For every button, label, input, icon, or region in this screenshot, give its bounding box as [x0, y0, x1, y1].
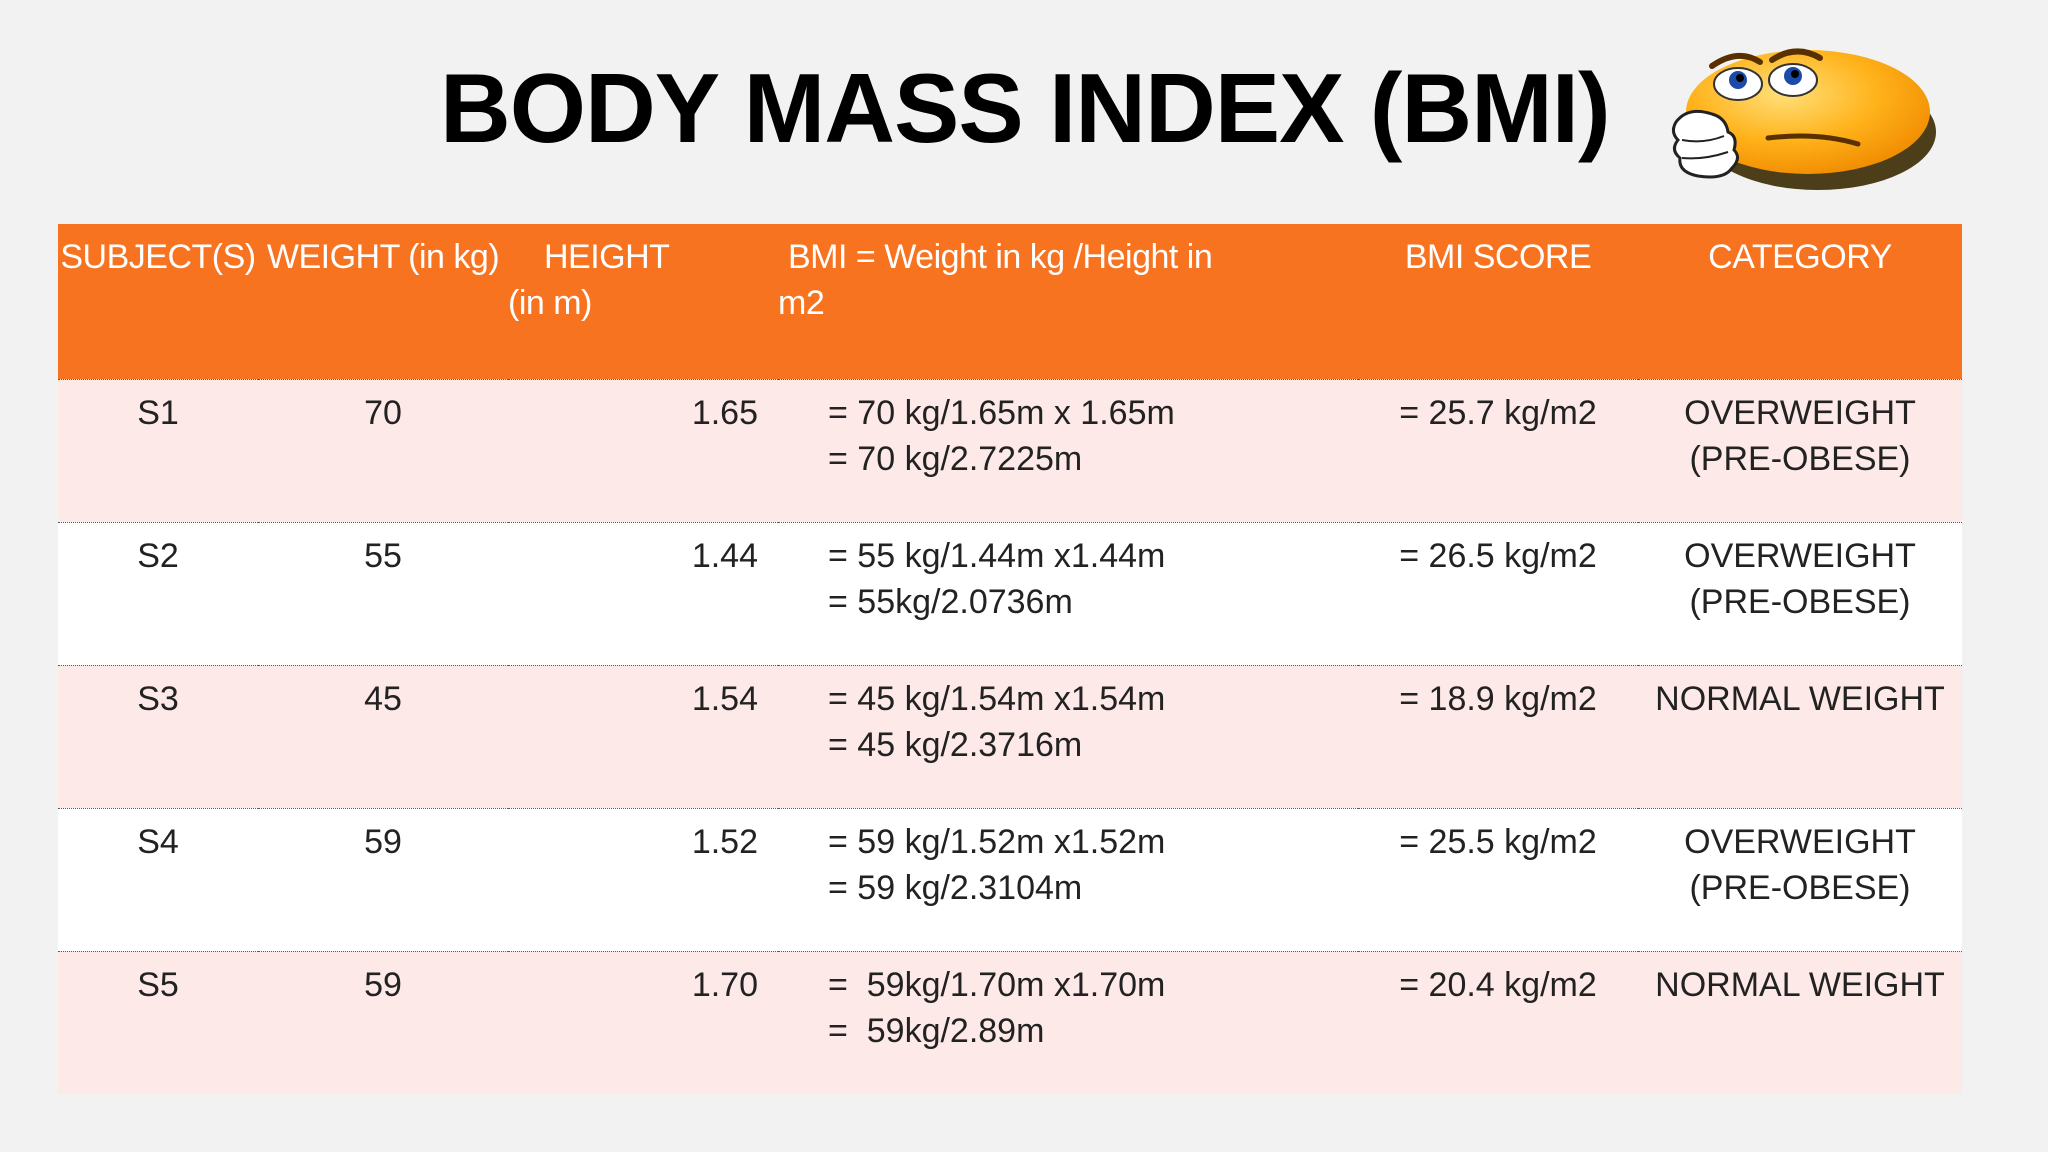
- formula-line1: = 59 kg/1.52m x1.52m: [828, 822, 1166, 861]
- cell-weight: 70: [364, 393, 402, 432]
- cell-weight: 59: [364, 822, 402, 861]
- cell-height: 1.70: [691, 965, 758, 1004]
- category-line2: (PRE-OBESE): [1689, 582, 1911, 621]
- cell-subject: S1: [137, 393, 179, 432]
- cell-category: OVERWEIGHT (PRE-OBESE): [1638, 808, 1962, 951]
- cell-height: 1.44: [691, 536, 758, 575]
- cell-formula: = 59kg/1.70m x1.70m = 59kg/2.89m: [778, 951, 1358, 1094]
- cell-subject: S5: [137, 965, 179, 1004]
- header-formula: BMI = Weight in kg /Height in m2: [778, 224, 1358, 379]
- formula-line1: = 59kg/1.70m x1.70m: [828, 965, 1166, 1004]
- header-score: BMI SCORE: [1404, 238, 1592, 276]
- table-row: S3 45 1.54 = 45 kg/1.54m x1.54m = 45 kg/…: [58, 665, 1962, 808]
- category-line1: NORMAL WEIGHT: [1655, 965, 1945, 1004]
- category-line1: OVERWEIGHT: [1684, 536, 1916, 575]
- cell-formula: = 45 kg/1.54m x1.54m = 45 kg/2.3716m: [778, 665, 1358, 808]
- formula-line1: = 45 kg/1.54m x1.54m: [828, 679, 1166, 718]
- bmi-table: SUBJECT(S) WEIGHT (in kg) HEIGHT (in m) …: [58, 224, 1962, 1094]
- slide-title: BODY MASS INDEX (BMI): [440, 53, 1611, 163]
- category-line1: OVERWEIGHT: [1684, 393, 1916, 432]
- formula-line1: = 70 kg/1.65m x 1.65m: [828, 393, 1175, 432]
- header-height-line1: HEIGHT: [544, 238, 670, 276]
- cell-formula: = 70 kg/1.65m x 1.65m = 70 kg/2.7225m: [778, 379, 1358, 522]
- cell-score: = 26.5 kg/m2: [1399, 536, 1597, 575]
- cell-height: 1.65: [691, 393, 758, 432]
- category-line1: NORMAL WEIGHT: [1655, 679, 1945, 718]
- formula-line2: = 59kg/2.89m: [828, 1011, 1045, 1050]
- formula-line2: = 55kg/2.0736m: [828, 582, 1073, 621]
- cell-subject: S3: [137, 679, 179, 718]
- header-category: CATEGORY: [1708, 238, 1892, 276]
- category-line1: OVERWEIGHT: [1684, 822, 1916, 861]
- formula-line1: = 55 kg/1.44m x1.44m: [828, 536, 1166, 575]
- cell-weight: 45: [364, 679, 402, 718]
- cell-formula: = 55 kg/1.44m x1.44m = 55kg/2.0736m: [778, 522, 1358, 665]
- cell-score: = 25.5 kg/m2: [1399, 822, 1597, 861]
- formula-line2: = 59 kg/2.3104m: [828, 868, 1083, 907]
- cell-score: = 18.9 kg/m2: [1399, 679, 1597, 718]
- cell-weight: 55: [364, 536, 402, 575]
- header-height-line2: (in m): [508, 284, 592, 322]
- cell-category: NORMAL WEIGHT: [1638, 951, 1962, 1094]
- thinking-face-emoji-icon: [1671, 48, 1936, 190]
- category-line2: (PRE-OBESE): [1689, 868, 1911, 907]
- table-row: S5 59 1.70 = 59kg/1.70m x1.70m = 59kg/2.…: [58, 951, 1962, 1094]
- cell-category: NORMAL WEIGHT: [1638, 665, 1962, 808]
- cell-score: = 25.7 kg/m2: [1399, 393, 1597, 432]
- cell-height: 1.54: [691, 679, 758, 718]
- cell-formula: = 59 kg/1.52m x1.52m = 59 kg/2.3104m: [778, 808, 1358, 951]
- header-height: HEIGHT (in m): [508, 224, 778, 379]
- table-row: S1 70 1.65 = 70 kg/1.65m x 1.65m = 70 kg…: [58, 379, 1962, 522]
- category-line2: (PRE-OBESE): [1689, 439, 1911, 478]
- cell-score: = 20.4 kg/m2: [1399, 965, 1597, 1004]
- header-formula-line1: BMI = Weight in kg /Height in: [788, 238, 1213, 276]
- table-row: S2 55 1.44 = 55 kg/1.44m x1.44m = 55kg/2…: [58, 522, 1962, 665]
- formula-line2: = 45 kg/2.3716m: [828, 725, 1083, 764]
- cell-category: OVERWEIGHT (PRE-OBESE): [1638, 379, 1962, 522]
- header-formula-line2: m2: [778, 284, 825, 322]
- table-header-row: SUBJECT(S) WEIGHT (in kg) HEIGHT (in m) …: [58, 224, 1962, 379]
- cell-height: 1.52: [691, 822, 758, 861]
- cell-subject: S4: [137, 822, 179, 861]
- cell-weight: 59: [364, 965, 402, 1004]
- header-weight: WEIGHT (in kg): [266, 238, 500, 276]
- table-row: S4 59 1.52 = 59 kg/1.52m x1.52m = 59 kg/…: [58, 808, 1962, 951]
- cell-category: OVERWEIGHT (PRE-OBESE): [1638, 522, 1962, 665]
- formula-line2: = 70 kg/2.7225m: [828, 439, 1083, 478]
- cell-subject: S2: [137, 536, 179, 575]
- header-subject: SUBJECT(S): [60, 238, 256, 276]
